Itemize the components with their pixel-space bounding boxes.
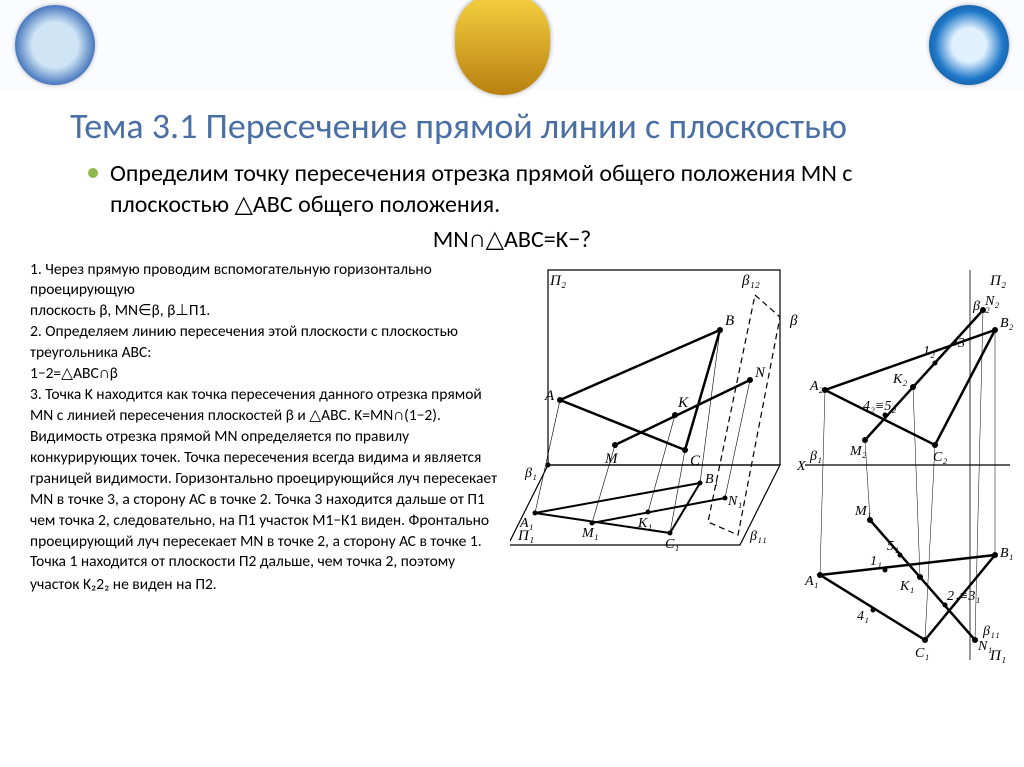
step-line: 3. Точка K находится как точка пересечен… <box>30 385 506 427</box>
svg-text:β₁₁: β₁₁ <box>982 624 1000 639</box>
svg-text:K₁: K₁ <box>637 516 652 531</box>
svg-text:N₁: N₁ <box>727 494 742 509</box>
svg-text:П₂: П₂ <box>549 273 566 289</box>
svg-text:K₂: K₂ <box>892 372 907 387</box>
svg-text:β₁₁: β₁₁ <box>749 529 767 544</box>
svg-text:B₁: B₁ <box>1000 546 1013 561</box>
svg-text:N: N <box>754 365 766 381</box>
svg-text:K₁: K₁ <box>899 579 914 594</box>
diagrams: П₂ П₁ β β₁₂ A B C M N <box>510 260 1014 597</box>
step-line: 2. Определяем линию пересечения этой пло… <box>30 322 506 364</box>
step-line: 1. Через прямую проводим вспомогательную… <box>30 260 506 302</box>
bullet-dot-icon <box>88 168 98 178</box>
svg-text:M₂: M₂ <box>849 444 867 459</box>
svg-text:5₁: 5₁ <box>887 539 899 554</box>
step-line: 1−2=△ABC∩β <box>30 364 506 385</box>
svg-text:П₂: П₂ <box>989 273 1006 289</box>
svg-text:A₂: A₂ <box>809 379 824 394</box>
svg-text:β₁: β₁ <box>524 466 537 481</box>
svg-text:M: M <box>604 451 619 467</box>
svg-text:C₁: C₁ <box>915 646 929 661</box>
svg-text:2₁≡3₁: 2₁≡3₁ <box>947 589 980 604</box>
svg-text:B₁: B₁ <box>705 472 718 487</box>
step-line: Видимость отрезка прямой MN определяется… <box>30 427 506 573</box>
svg-text:X: X <box>796 459 806 474</box>
svg-text:B: B <box>725 313 734 329</box>
center-state-emblem-icon <box>455 0 550 95</box>
bullet-text: Определим точку пересечения отрезка прям… <box>110 158 954 220</box>
svg-text:β₁: β₁ <box>809 449 822 464</box>
svg-text:1₁: 1₁ <box>870 554 882 569</box>
svg-text:4₂≡5₂: 4₂≡5₂ <box>863 399 896 414</box>
left-university-emblem-icon <box>15 5 95 85</box>
step-line: участок K₂2₂ не виден на П2. <box>30 575 506 596</box>
svg-text:C₁: C₁ <box>665 537 679 552</box>
slide-title: Тема 3.1 Пересечение прямой линии с плос… <box>0 90 1024 158</box>
svg-text:C: C <box>690 453 701 469</box>
svg-text:K: K <box>677 395 689 411</box>
svg-text:N₂: N₂ <box>984 294 999 309</box>
svg-text:1₂: 1₂ <box>923 344 935 359</box>
steps-text: 1. Через прямую проводим вспомогательную… <box>30 260 510 597</box>
svg-text:A₁: A₁ <box>519 516 533 531</box>
svg-text:B₂: B₂ <box>1000 316 1014 331</box>
svg-text:β: β <box>789 313 798 329</box>
geometry-diagram: П₂ П₁ β β₁₂ A B C M N <box>510 250 1020 665</box>
top-banner <box>0 0 1024 90</box>
svg-text:A₁: A₁ <box>804 574 818 589</box>
content-area: Определим точку пересечения отрезка прям… <box>0 158 1024 253</box>
body-columns: 1. Через прямую проводим вспомогательную… <box>0 260 1024 597</box>
svg-text:3: 3 <box>957 336 965 351</box>
svg-text:N₁: N₁ <box>977 639 992 654</box>
svg-text:A: A <box>544 388 555 404</box>
svg-text:β₁₂: β₁₂ <box>741 273 760 289</box>
main-bullet: Определим точку пересечения отрезка прям… <box>70 158 954 220</box>
svg-text:M₁: M₁ <box>581 526 599 541</box>
svg-text:C₂: C₂ <box>933 450 947 465</box>
svg-text:4₁: 4₁ <box>857 609 869 624</box>
step-line: плоскость β, MN∈β, β⊥П1. <box>30 301 506 322</box>
right-institute-emblem-icon <box>929 5 1009 85</box>
